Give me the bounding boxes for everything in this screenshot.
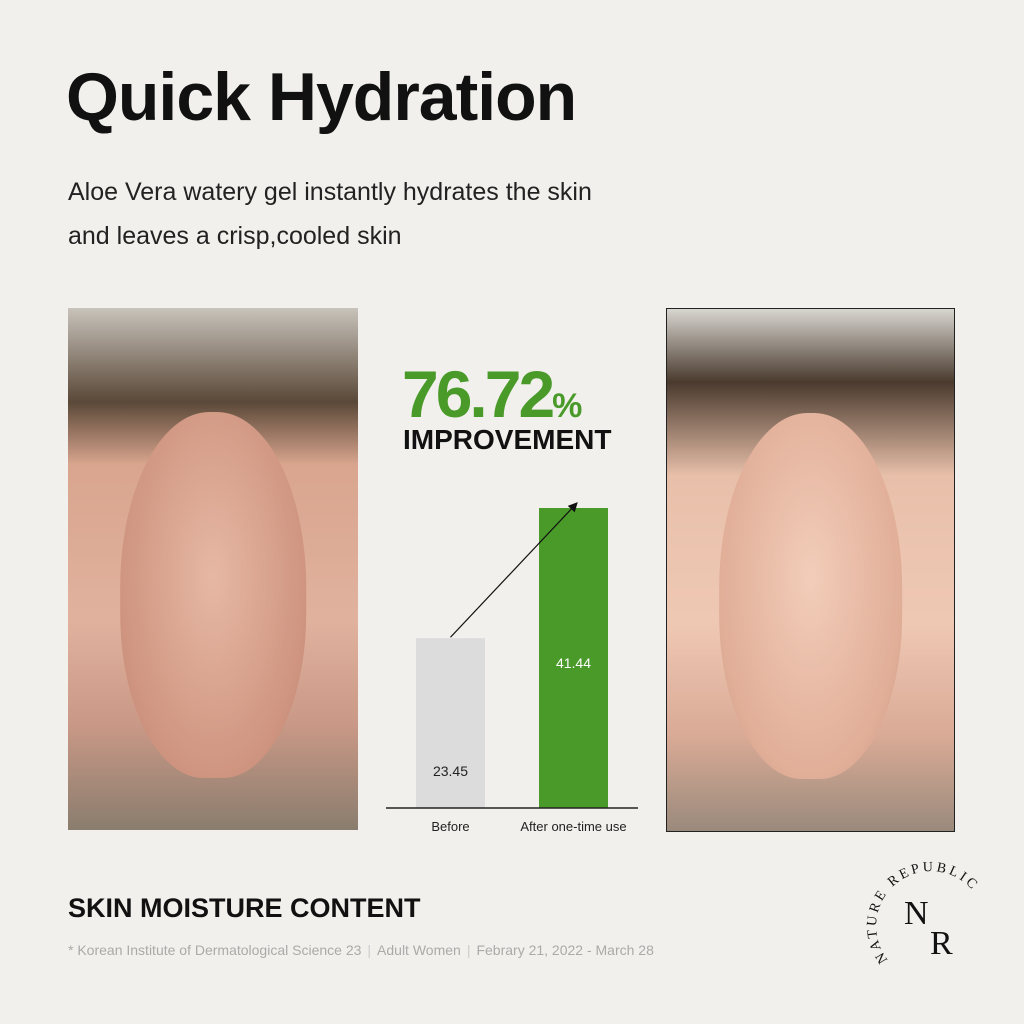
improvement-number: 76.72 — [402, 357, 555, 431]
subtitle-line: and leaves a crisp,cooled skin — [68, 222, 402, 250]
footnote-source: * Korean Institute of Dermatological Sci… — [68, 942, 362, 958]
face-before — [120, 412, 306, 778]
footnote: * Korean Institute of Dermatological Sci… — [68, 942, 654, 958]
page-title: Quick Hydration — [66, 59, 577, 135]
improvement-value: 76.72% — [402, 356, 582, 432]
moisture-bar-chart: 23.45 Before 41.44 After one-time use — [386, 502, 638, 834]
category-label-0: Before — [431, 819, 469, 834]
improvement-unit: % — [552, 387, 583, 425]
subtitle-line: Aloe Vera watery gel instantly hydrates … — [68, 178, 592, 206]
nature-republic-logo: NATURE REPUBLIC N R — [865, 860, 979, 966]
bar-1 — [539, 508, 608, 808]
before-photo — [68, 308, 358, 830]
data-label-1: 41.44 — [556, 655, 591, 671]
svg-text:N: N — [904, 895, 929, 932]
face-after — [718, 413, 903, 779]
bar-0 — [416, 638, 485, 808]
data-label-0: 23.45 — [433, 763, 468, 779]
footnote-period: Febrary 21, 2022 - March 28 — [476, 942, 654, 958]
divider: | — [466, 942, 471, 958]
improvement-label: IMPROVEMENT — [403, 424, 612, 455]
after-photo — [666, 308, 955, 832]
svg-text:R: R — [930, 925, 953, 962]
section-title: SKIN MOISTURE CONTENT — [68, 893, 421, 923]
divider: | — [367, 942, 372, 958]
trend-arrow — [450, 502, 578, 638]
category-label-1: After one-time use — [520, 819, 626, 834]
subtitle: Aloe Vera watery gel instantly hydrates … — [68, 170, 592, 258]
footnote-subjects: Adult Women — [377, 942, 461, 958]
